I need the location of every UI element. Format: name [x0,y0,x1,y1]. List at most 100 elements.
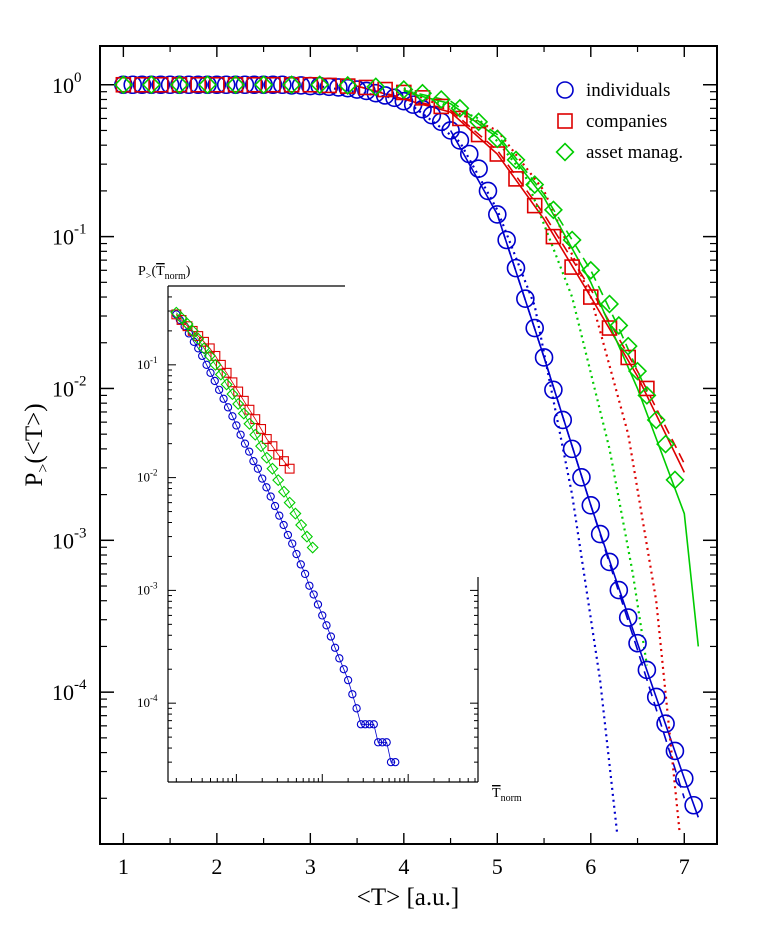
data-point [302,76,319,93]
data-point [366,77,386,97]
legend-label: companies [586,111,667,132]
y-tick-labels: 100 10-1 10-2 10-3 10-4 [52,70,87,705]
inset-data-point [296,560,305,569]
inset-y-title-var-sub: norm [165,271,186,282]
inset-data-point [292,549,301,559]
inset-data-point [326,632,336,641]
inset-data-point [226,388,239,401]
inset-x-title-sub: norm [501,793,522,804]
data-point [431,89,451,110]
data-point [508,171,524,187]
inset-data-point [197,342,211,355]
x-axis-title: <T> [a.u.] [357,884,459,911]
inset-y-title-var: T [156,264,165,279]
inset-data-point [181,317,194,331]
inset-data-point [199,336,209,347]
inset-data-point [289,507,302,520]
data-point [197,75,218,95]
inset-data-point [214,385,224,394]
inset-data-point [223,403,233,412]
data-point [115,76,132,93]
inset-data-point [187,325,198,336]
data-point [543,200,563,220]
inset-data-point [305,581,314,590]
y-axis-title-main: P [21,473,48,487]
inset-data-point [236,430,245,439]
y-axis-title-tail: (<T>) [21,403,48,463]
inset-background [168,286,480,782]
inset-y-tick-label: 10-1 [137,355,158,372]
inset-data-point [204,343,215,354]
data-point [618,608,638,627]
data-point [227,76,244,93]
inset-data-point [295,518,308,532]
inset-data-point [256,424,267,434]
inset-data-point [283,496,296,509]
inset-data-point [391,757,400,767]
data-point [396,84,412,101]
inset-data-point [313,600,323,609]
inset-data-point [318,611,327,620]
inset-data-point [275,511,284,520]
data-point [283,76,300,93]
legend-entry: companies [557,111,667,132]
data-point [160,75,180,95]
data-point [375,86,395,105]
data-point [169,75,189,95]
main-plot-frame [99,45,718,845]
data-point [506,258,526,278]
inset-y-title: P>(Tnorm) [138,264,191,282]
inset-data-point [245,447,254,456]
inset-data-point [240,439,250,448]
data-point [450,131,470,150]
inset-data-point [221,367,232,378]
legend-marker [557,113,573,129]
x-tick-label: 3 [305,854,316,879]
inset-data-point [288,539,297,548]
data-point [171,76,188,93]
data-point [338,75,358,95]
legend-marker [555,142,575,162]
x-tick-labels: 1 2 3 4 5 6 7 [118,854,690,879]
inset-data-point [219,394,228,403]
data-point [244,75,264,95]
data-point [544,380,563,400]
inset-data-point [206,368,215,377]
x-tick-label: 1 [118,854,129,879]
inset-axis-ticks [168,285,478,783]
x-tick-label: 2 [211,854,222,879]
data-point [478,181,498,201]
fit-line [310,83,619,833]
inset-data-point [382,738,391,747]
data-point [254,75,274,95]
data-point [562,439,582,459]
data-point [452,110,468,127]
inset-data-point [260,451,273,464]
fit-line [356,85,686,464]
data-point [562,230,582,250]
data-point [618,336,638,356]
data-point [553,410,573,430]
data-point [628,633,647,653]
data-point [433,98,450,115]
inset-data-point [284,463,295,474]
x-tick-label: 5 [492,854,503,879]
data-point [599,294,620,314]
data-point [358,79,375,96]
data-point [209,76,225,93]
data-point [226,75,246,95]
data-point [366,83,386,103]
inset-data-point [339,665,348,674]
data-point [572,467,591,487]
inset-data-point [356,720,366,729]
data-point [265,76,281,93]
inset-data-point [343,675,353,685]
data-point [141,75,161,95]
inset-data-point [186,324,199,337]
inset-x-title: Tnorm [492,786,522,804]
inset-y-title-close: ) [186,264,191,279]
data-point [357,81,376,101]
x-tick-label: 6 [585,854,596,879]
inset-data-point [203,349,216,362]
data-point [684,795,703,815]
